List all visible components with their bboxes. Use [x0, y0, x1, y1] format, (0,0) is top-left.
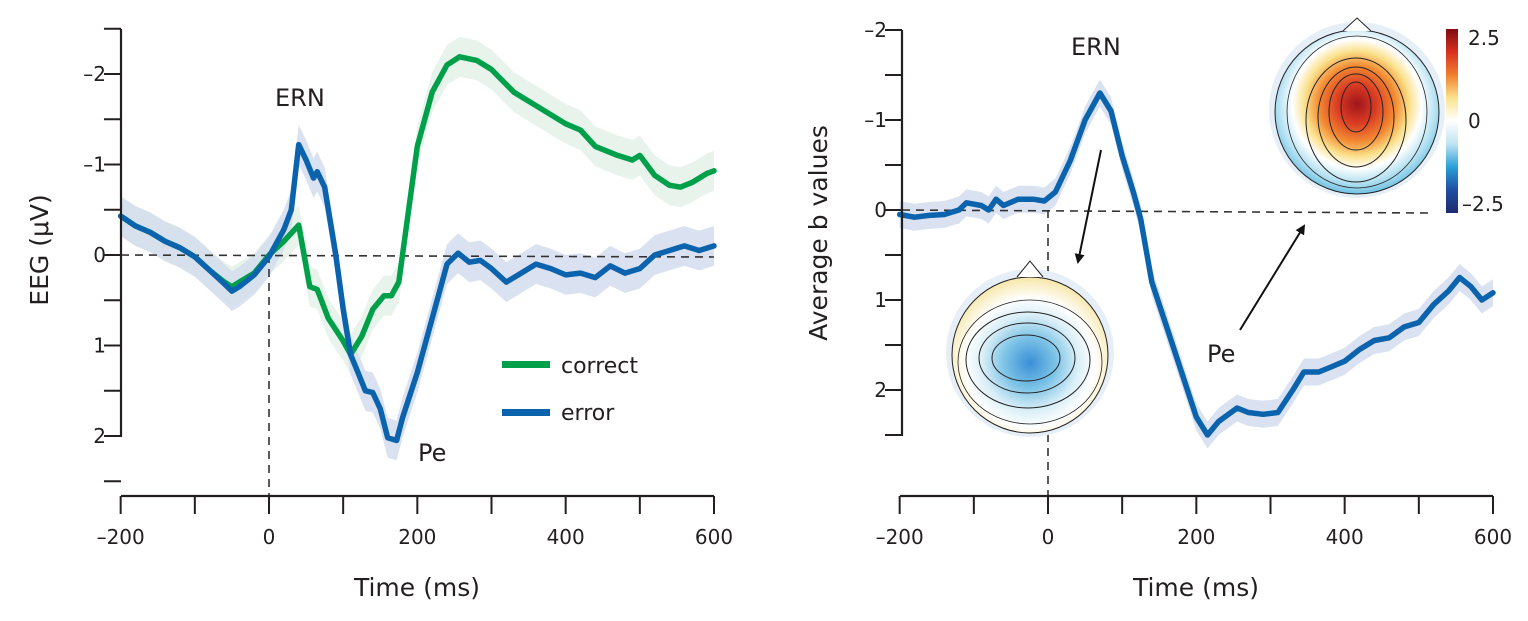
- y-tick-label: –2: [864, 18, 887, 42]
- colorbar-tick-label: 2.5: [1468, 26, 1500, 50]
- pe-label: Pe: [418, 439, 446, 467]
- ern-arrow: [1074, 149, 1102, 264]
- x-tick-label: 200: [398, 525, 436, 549]
- x-axis-title: Time (ms): [1132, 573, 1259, 602]
- nose-icon: [1342, 17, 1372, 32]
- axes: –2 –1 0 1 2 –200 0 200 400 600: [83, 27, 733, 549]
- x-tick-label: –200: [876, 525, 924, 549]
- reference-lines: [120, 254, 715, 496]
- y-axis-title: Average b values: [804, 125, 833, 341]
- x-tick-label: 600: [1474, 525, 1512, 549]
- zero-reference-line: [120, 254, 715, 258]
- colorbar-gradient: [1446, 29, 1458, 213]
- series-lines: [896, 90, 1496, 438]
- legend-label-error: error: [561, 401, 615, 426]
- ern-label: ERN: [1071, 33, 1121, 61]
- series-lines: [117, 54, 717, 444]
- band-error: [120, 124, 714, 461]
- legend-swatch-error: [502, 409, 550, 416]
- panel-b-values: –2 –1 0 1 2 –200 0 200 400 600 Average b values T…: [804, 17, 1512, 602]
- ern-label: ERN: [275, 84, 325, 112]
- band-b-values: [899, 79, 1493, 449]
- pe-topomap: [1269, 17, 1445, 198]
- pe-arrow: [1239, 224, 1306, 331]
- series-line-correct: [117, 54, 717, 358]
- series-line-b-values: [896, 90, 1496, 438]
- y-tick-label: 2: [93, 424, 106, 448]
- colorbar-tick-label: –2.5: [1462, 192, 1504, 216]
- error-bands: [899, 79, 1493, 449]
- colorbar-tick-label: 0: [1468, 109, 1481, 133]
- ern-topomap: [946, 260, 1114, 437]
- nose-icon: [1016, 260, 1044, 278]
- x-tick-label: 600: [695, 525, 733, 549]
- y-tick-label: –1: [83, 153, 106, 177]
- x-tick-label: 0: [1042, 525, 1055, 549]
- panel-eeg: –2 –1 0 1 2 –200 0 200 400 600 EEG (μV) Time (ms)…: [25, 27, 733, 602]
- y-tick-label: 0: [93, 243, 106, 267]
- legend: correct error: [502, 354, 638, 426]
- y-tick-label: –1: [864, 108, 887, 132]
- x-tick-label: –200: [97, 525, 145, 549]
- legend-label-correct: correct: [561, 354, 638, 379]
- x-tick-label: 400: [547, 525, 585, 549]
- x-tick-label: 200: [1177, 525, 1215, 549]
- y-tick-label: 1: [93, 334, 106, 358]
- x-tick-label: 400: [1326, 525, 1364, 549]
- series-line-error: [117, 141, 717, 444]
- colorbar: 2.5 0 –2.5: [1446, 26, 1504, 216]
- y-tick-label: 2: [874, 378, 887, 402]
- axes: –2 –1 0 1 2 –200 0 200 400 600: [864, 18, 1512, 549]
- error-bands: [120, 36, 714, 461]
- x-tick-label: 0: [263, 525, 276, 549]
- y-tick-label: –2: [83, 62, 106, 86]
- y-tick-label: 1: [874, 288, 887, 312]
- legend-swatch-correct: [502, 361, 550, 368]
- y-tick-label: 0: [874, 198, 887, 222]
- y-axis-title: EEG (μV): [25, 194, 54, 305]
- x-axis-title: Time (ms): [353, 573, 480, 602]
- pe-label: Pe: [1207, 340, 1235, 368]
- band-correct: [120, 36, 714, 375]
